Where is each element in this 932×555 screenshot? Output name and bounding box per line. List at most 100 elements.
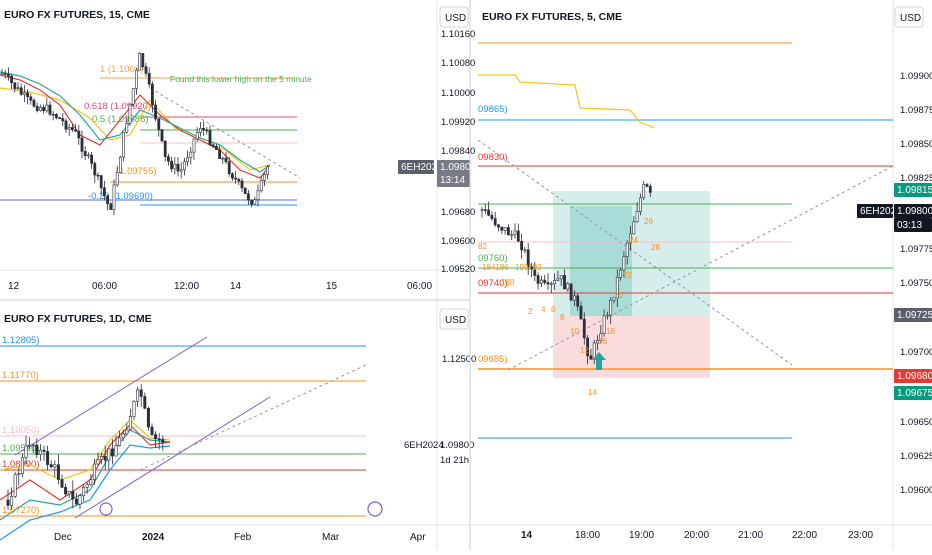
rt-highlight-zone (570, 206, 632, 316)
bl-level-label-5: 1.07270) (2, 505, 40, 516)
bl-candle-36 (136, 389, 140, 402)
tl-x-tick-5: 06:00 (407, 281, 432, 292)
rt-y-tick-1: 1.09875 (900, 105, 932, 116)
bl-candle-32 (121, 433, 125, 439)
rt-candle-48 (638, 197, 642, 212)
bl-price-countdown: 1d 21h (440, 455, 469, 466)
tl-candle-16 (51, 113, 55, 116)
tl-y-tick-1: 1.10080 (441, 58, 475, 69)
rt-candle-32 (586, 337, 590, 357)
rt-candle-26 (566, 283, 570, 290)
tl-candle-32 (103, 187, 106, 197)
rt-candle-50 (645, 184, 649, 187)
rt-x-tick-5: 22:00 (792, 530, 817, 541)
rt-candle-6 (500, 226, 504, 231)
rt-price-tag-3-bg (894, 218, 932, 232)
rt-candle-51 (648, 185, 652, 193)
bl-candle-2 (13, 474, 17, 497)
tl-y-tick-4: 1.09840 (441, 146, 475, 157)
tl-candle-36 (115, 172, 119, 186)
rt-level-label-1: 09830) (478, 152, 508, 163)
tl-candle-52 (167, 156, 170, 162)
rt-price-tag-5-bg (894, 369, 932, 383)
bl-candle-35 (132, 401, 136, 417)
rt-up-arrow-icon (592, 352, 606, 370)
bl-candle-23 (89, 479, 93, 485)
rt-diag-down (477, 139, 793, 366)
tl-candle-43 (138, 53, 142, 71)
rt-y-tick-0: 1.09900 (900, 71, 932, 82)
bl-level-label-3: 1.09520) (2, 443, 40, 454)
rt-candle-19 (543, 279, 547, 283)
tl-candle-62 (199, 127, 202, 133)
tl-candle-73 (234, 177, 238, 180)
rt-candle-43 (622, 256, 626, 271)
tl-candle-19 (61, 118, 65, 122)
rt-candle-20 (546, 282, 550, 285)
rt-candle-2 (487, 209, 491, 216)
rt-level-label-4: 09685) (478, 354, 508, 365)
rt-candle-31 (582, 318, 586, 339)
rt-price-tag-0: 1.09815 (897, 185, 932, 196)
rt-level-label-3: 09740) (478, 278, 508, 289)
rt-candle-4 (493, 218, 497, 226)
bl-candle-14 (56, 464, 60, 480)
rt-title: EURO FX FUTURES, 5, CME (482, 11, 622, 23)
tl-candle-68 (218, 149, 222, 159)
tl-candle-82 (262, 174, 266, 181)
tl-candle-4 (13, 82, 17, 89)
rt-candle-3 (490, 214, 494, 219)
tl-candle-80 (256, 190, 260, 201)
bl-event-icon (99, 502, 113, 516)
tl-candle-44 (141, 53, 145, 67)
rt-price-tag-3: 03:13 (897, 220, 922, 231)
rt-y-tick-3: 1.09825 (900, 173, 932, 184)
bl-candle-43 (161, 439, 165, 443)
rt-price-tag-6: 1.09675 (897, 388, 932, 399)
bl-price-value: 1.09800 (440, 440, 474, 451)
rt-price-tag-1-bg (857, 204, 893, 218)
rt-usd-button-label: USD (900, 13, 921, 24)
tl-candle-12 (38, 107, 42, 111)
rt-candle-22 (553, 279, 557, 284)
rt-candle-46 (632, 221, 636, 235)
tl-candle-83 (266, 166, 270, 175)
rt-x-tick-3: 20:00 (684, 530, 709, 541)
tl-price-symbol: 6EH2024 (401, 162, 443, 173)
rt-bar-number-4: 10 (570, 327, 579, 336)
tl-vwap (0, 87, 271, 171)
rt-bar-number-5: 12 (580, 346, 589, 355)
bl-candle-0 (6, 499, 10, 506)
rt-y-tick-8: 1.09625 (900, 451, 932, 462)
bl-candle-9 (38, 449, 42, 455)
bl-event-icon-2 (367, 501, 383, 517)
bl-ma-teal (0, 429, 171, 521)
rt-candle-17 (536, 275, 540, 284)
rt-bar-number-15: 188 (501, 278, 515, 287)
rt-y-tick-2: 1.09850 (900, 139, 932, 150)
tl-x-tick-2: 12:00 (174, 281, 199, 292)
tl-candle-0 (0, 73, 4, 75)
tl-y-tick-3: 1.09920 (441, 117, 475, 128)
tl-candle-63 (202, 127, 206, 131)
tl-y-tick-5: 1.09680 (441, 207, 475, 218)
tl-ema-slow (0, 71, 271, 173)
rt-candle-42 (619, 269, 623, 278)
bl-candle-6 (28, 444, 32, 447)
rt-candle-18 (539, 279, 543, 284)
rt-candle-45 (629, 233, 632, 244)
tl-title: EURO FX FUTURES, 15, CME (4, 9, 150, 21)
tl-candle-49 (157, 118, 161, 130)
tl-candle-26 (83, 151, 87, 157)
bl-candle-7 (31, 444, 35, 447)
rt-candle-21 (549, 283, 553, 285)
bl-candle-37 (139, 389, 143, 397)
tl-candle-13 (42, 107, 46, 112)
rt-bar-number-10: 22 (623, 271, 632, 280)
rt-candle-41 (615, 277, 619, 299)
rt-price-tag-1: 6EH2024 (860, 206, 902, 217)
tl-y-tick-2: 1.10000 (441, 88, 475, 99)
rt-x-tick-6: 23:00 (848, 530, 873, 541)
tl-candle-40 (128, 103, 132, 124)
